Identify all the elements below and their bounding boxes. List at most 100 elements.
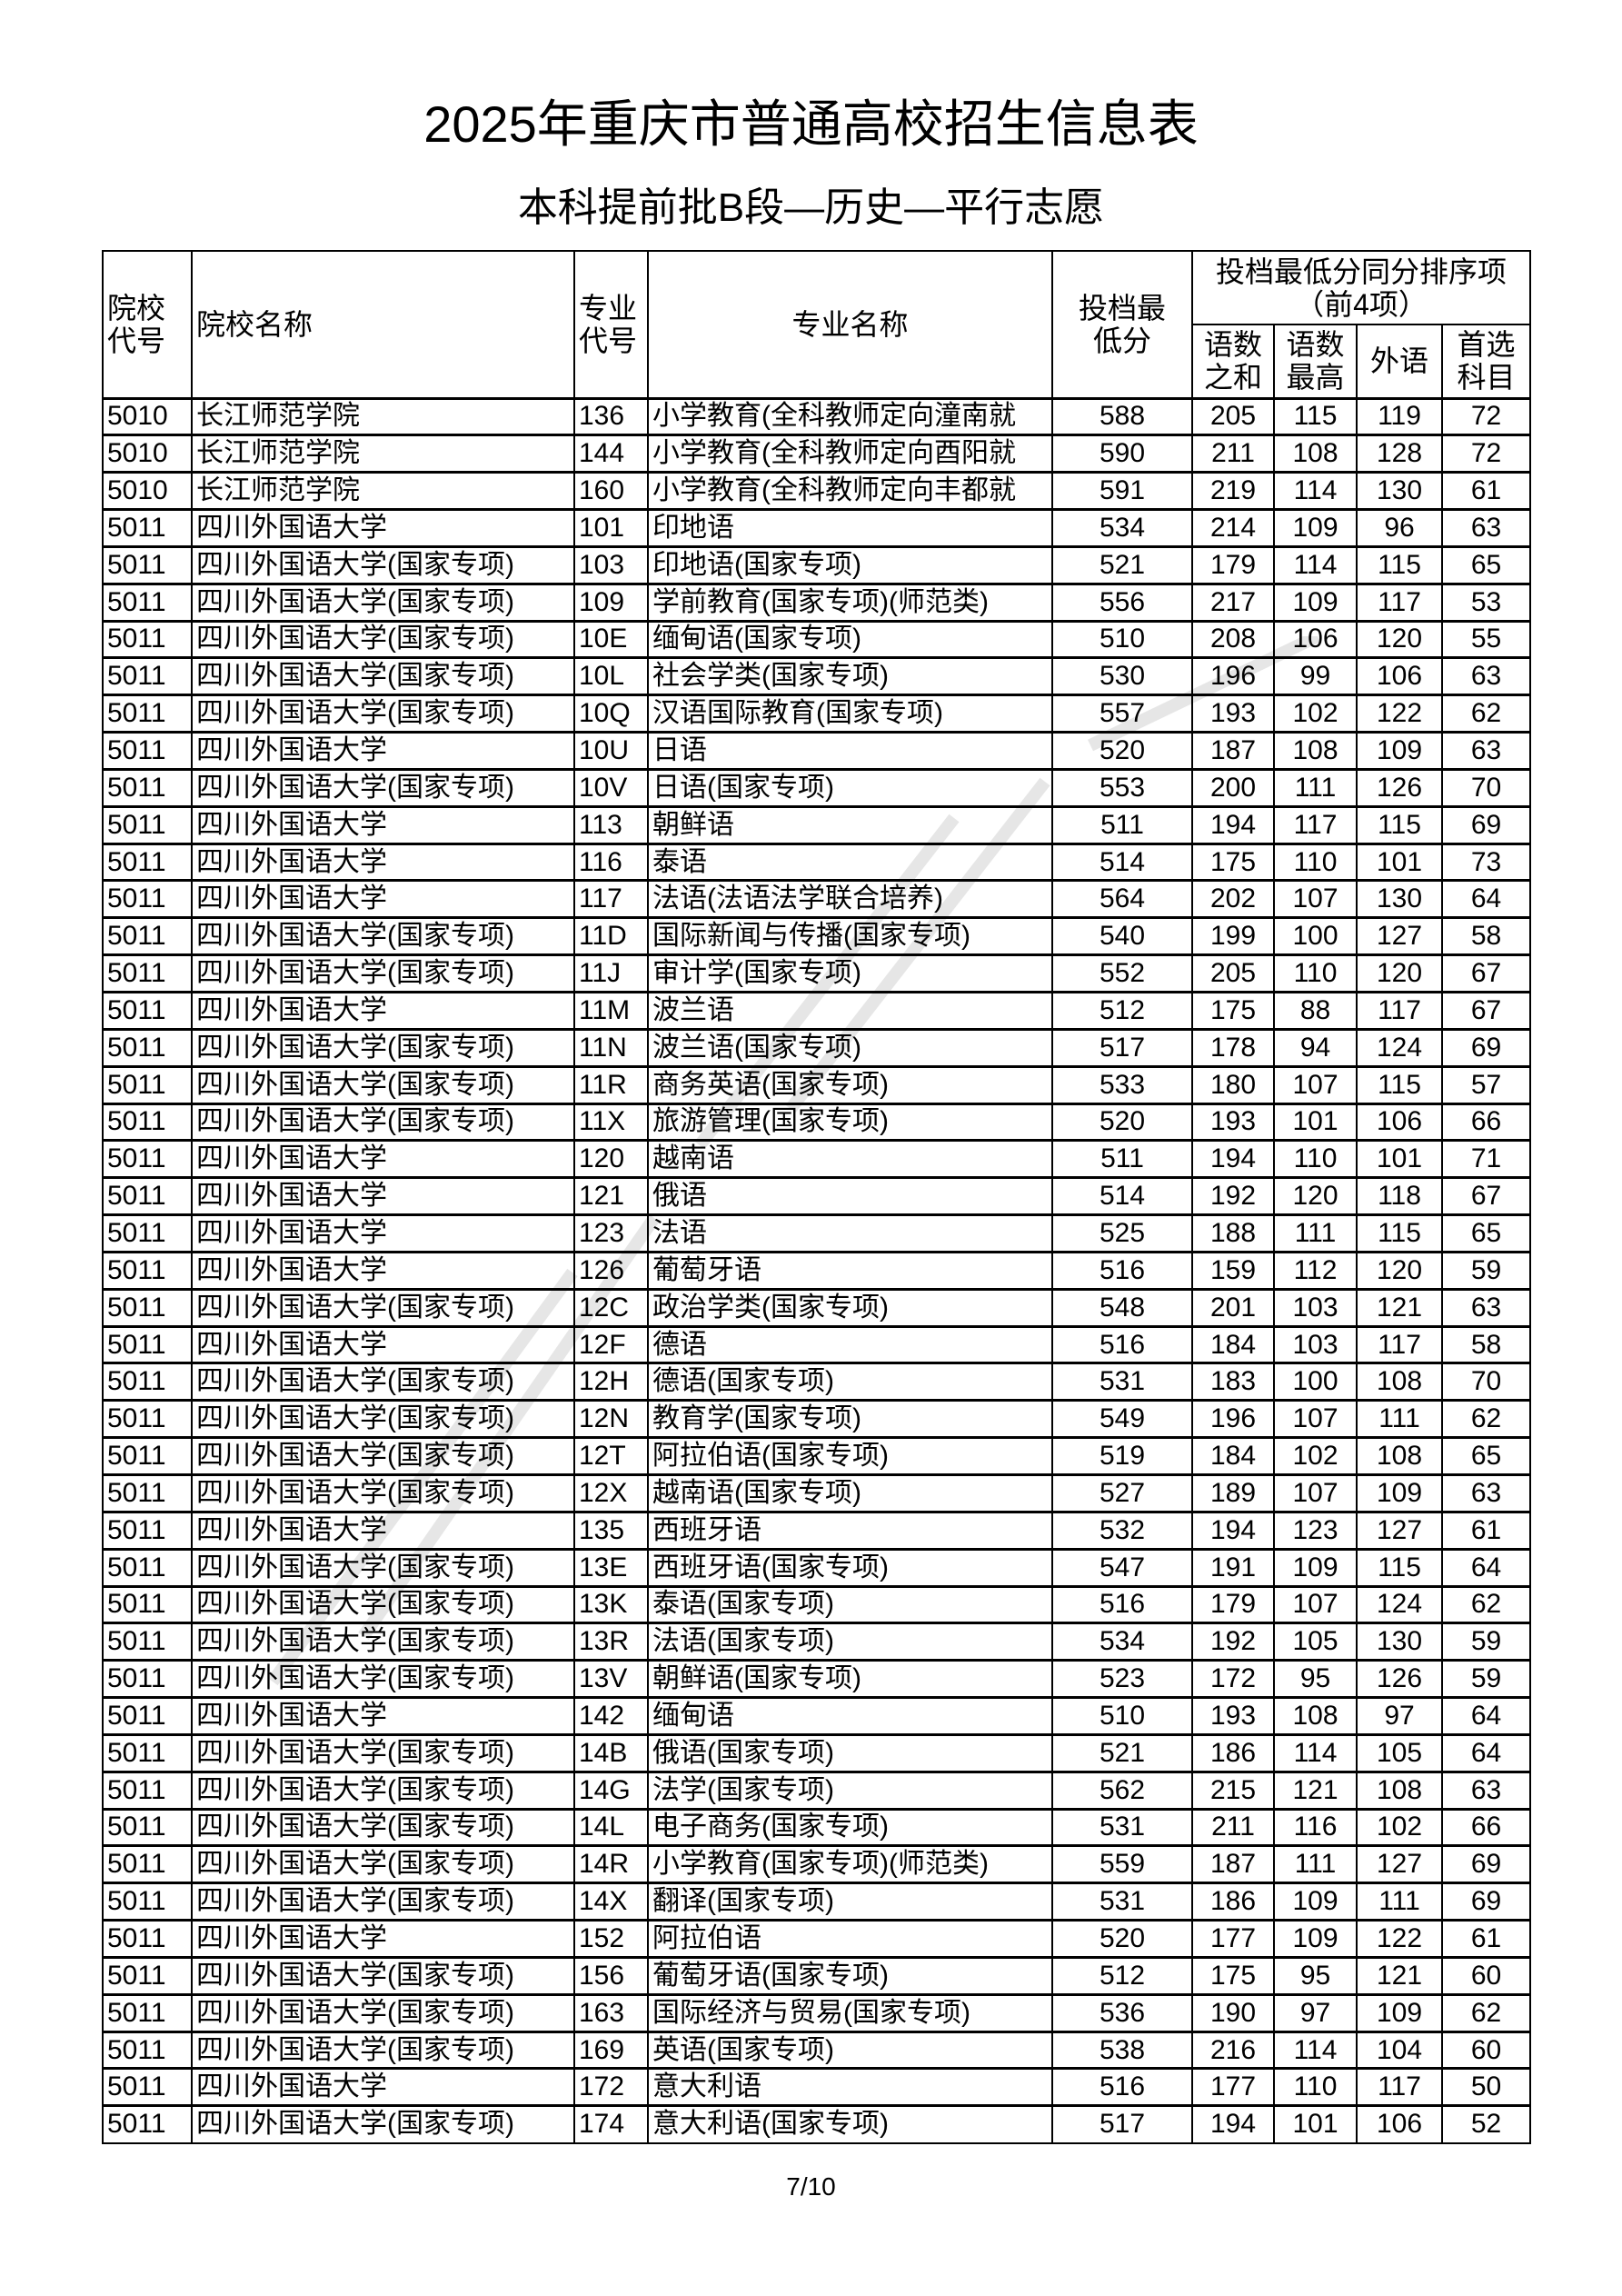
table-row: 5010 长江师范学院 160 小学教育(全科教师定向丰都就 591 219 114 130 6… xyxy=(102,471,1531,511)
cell-major-code: 144 xyxy=(573,434,649,474)
cell-major-code: 10L xyxy=(573,656,649,696)
cell-tiebreak-foreign: 117 xyxy=(1356,991,1443,1031)
cell-major-name: 法语(法语法学联合培养) xyxy=(647,879,1053,919)
table-row: 5011 四川外国语大学 172 意大利语 516 177 110 117 50 xyxy=(102,2067,1531,2107)
cell-tiebreak-max: 107 xyxy=(1273,1064,1358,1105)
cell-tiebreak-first: 60 xyxy=(1441,2030,1531,2070)
cell-major-code: 12C xyxy=(573,1287,649,1328)
cell-school-code: 5010 xyxy=(102,434,193,474)
cell-tiebreak-max: 117 xyxy=(1273,804,1358,845)
cell-school-name: 四川外国语大学(国家专项) xyxy=(191,694,575,734)
cell-tiebreak-foreign: 97 xyxy=(1356,1696,1443,1736)
cell-school-name: 四川外国语大学 xyxy=(191,1696,575,1736)
cell-tiebreak-max: 102 xyxy=(1273,694,1358,734)
cell-tiebreak-foreign: 109 xyxy=(1356,731,1443,771)
cell-tiebreak-max: 95 xyxy=(1273,1659,1358,1699)
cell-tiebreak-foreign: 130 xyxy=(1356,879,1443,919)
cell-tiebreak-sum: 183 xyxy=(1191,1362,1275,1402)
cell-tiebreak-foreign: 115 xyxy=(1356,544,1443,585)
cell-major-code: 103 xyxy=(573,544,649,585)
cell-tiebreak-sum: 159 xyxy=(1191,1250,1275,1291)
cell-min-score: 516 xyxy=(1051,1250,1193,1291)
cell-school-name: 长江师范学院 xyxy=(191,434,575,474)
cell-min-score: 527 xyxy=(1051,1472,1193,1513)
cell-tiebreak-foreign: 127 xyxy=(1356,1510,1443,1551)
cell-major-code: 14B xyxy=(573,1732,649,1773)
cell-major-code: 11X xyxy=(573,1102,649,1142)
cell-school-name: 四川外国语大学(国家专项) xyxy=(191,1844,575,1884)
cell-school-name: 四川外国语大学(国家专项) xyxy=(191,619,575,659)
cell-major-code: 10E xyxy=(573,619,649,659)
cell-major-name: 翻译(国家专项) xyxy=(647,1882,1053,1922)
cell-min-score: 520 xyxy=(1051,1919,1193,1959)
table-row: 5011 四川外国语大学(国家专项) 10V 日语(国家专项) 553 200 111 126… xyxy=(102,767,1531,808)
cell-min-score: 538 xyxy=(1051,2030,1193,2070)
cell-tiebreak-max: 100 xyxy=(1273,916,1358,956)
cell-school-code: 5011 xyxy=(102,1102,193,1142)
cell-school-code: 5011 xyxy=(102,1213,193,1253)
cell-tiebreak-first: 67 xyxy=(1441,991,1531,1031)
cell-major-code: 126 xyxy=(573,1250,649,1291)
cell-min-score: 516 xyxy=(1051,2067,1193,2107)
cell-min-score: 556 xyxy=(1051,582,1193,623)
cell-major-code: 14X xyxy=(573,1882,649,1922)
cell-tiebreak-sum: 194 xyxy=(1191,1139,1275,1179)
cell-tiebreak-foreign: 96 xyxy=(1356,508,1443,548)
cell-school-name: 四川外国语大学(国家专项) xyxy=(191,582,575,623)
cell-school-name: 四川外国语大学(国家专项) xyxy=(191,1955,575,1996)
header-major-name: 专业名称 xyxy=(647,250,1053,399)
cell-tiebreak-first: 64 xyxy=(1441,1696,1531,1736)
cell-min-score: 562 xyxy=(1051,1770,1193,1811)
cell-tiebreak-first: 59 xyxy=(1441,1250,1531,1291)
cell-school-name: 四川外国语大学(国家专项) xyxy=(191,1732,575,1773)
cell-tiebreak-sum: 219 xyxy=(1191,471,1275,511)
table-row: 5011 四川外国语大学 116 泰语 514 175 110 101 73 xyxy=(102,842,1531,882)
cell-tiebreak-max: 109 xyxy=(1273,508,1358,548)
table-row: 5011 四川外国语大学 113 朝鲜语 511 194 117 115 69 xyxy=(102,804,1531,845)
cell-tiebreak-max: 120 xyxy=(1273,1176,1358,1216)
cell-school-code: 5011 xyxy=(102,1844,193,1884)
cell-school-name: 四川外国语大学(国家专项) xyxy=(191,1287,575,1328)
cell-tiebreak-sum: 192 xyxy=(1191,1622,1275,1662)
table-row: 5011 四川外国语大学(国家专项) 12T 阿拉伯语(国家专项) 519 184 102 1… xyxy=(102,1436,1531,1476)
cell-major-name: 波兰语 xyxy=(647,991,1053,1031)
cell-tiebreak-max: 111 xyxy=(1273,1844,1358,1884)
cell-school-code: 5011 xyxy=(102,1510,193,1551)
cell-school-code: 5011 xyxy=(102,1584,193,1624)
cell-school-name: 四川外国语大学 xyxy=(191,1250,575,1291)
cell-school-code: 5011 xyxy=(102,1139,193,1179)
cell-min-score: 511 xyxy=(1051,1139,1193,1179)
cell-tiebreak-max: 107 xyxy=(1273,1472,1358,1513)
cell-tiebreak-sum: 177 xyxy=(1191,2067,1275,2107)
cell-major-name: 政治学类(国家专项) xyxy=(647,1287,1053,1328)
cell-tiebreak-max: 111 xyxy=(1273,767,1358,808)
table-row: 5011 四川外国语大学(国家专项) 14G 法学(国家专项) 562 215 121 108… xyxy=(102,1770,1531,1811)
cell-major-name: 西班牙语 xyxy=(647,1510,1053,1551)
cell-major-code: 12T xyxy=(573,1436,649,1476)
cell-major-name: 缅甸语(国家专项) xyxy=(647,619,1053,659)
cell-tiebreak-foreign: 104 xyxy=(1356,2030,1443,2070)
cell-tiebreak-sum: 205 xyxy=(1191,396,1275,436)
header-min-score: 投档最低分 xyxy=(1051,250,1193,399)
document-title: 2025年重庆市普通高校招生信息表 xyxy=(423,95,1199,153)
cell-major-code: 14L xyxy=(573,1807,649,1847)
cell-major-code: 101 xyxy=(573,508,649,548)
header-tiebreak-sum: 语数之和 xyxy=(1191,324,1275,399)
cell-tiebreak-sum: 214 xyxy=(1191,508,1275,548)
cell-major-name: 意大利语 xyxy=(647,2067,1053,2107)
cell-major-name: 越南语 xyxy=(647,1139,1053,1179)
cell-major-name: 小学教育(全科教师定向酉阳就 xyxy=(647,434,1053,474)
cell-min-score: 552 xyxy=(1051,953,1193,993)
cell-school-code: 5011 xyxy=(102,1287,193,1328)
cell-tiebreak-sum: 184 xyxy=(1191,1436,1275,1476)
table-row: 5011 四川外国语大学 126 葡萄牙语 516 159 112 120 59 xyxy=(102,1250,1531,1291)
table-row: 5010 长江师范学院 144 小学教育(全科教师定向酉阳就 590 211 108 128 7… xyxy=(102,434,1531,474)
table-row: 5010 长江师范学院 136 小学教育(全科教师定向潼南就 588 205 115 119 7… xyxy=(102,396,1531,436)
cell-tiebreak-foreign: 122 xyxy=(1356,694,1443,734)
cell-min-score: 534 xyxy=(1051,508,1193,548)
cell-school-code: 5011 xyxy=(102,1732,193,1773)
document-subtitle: 本科提前批B段—历史—平行志愿 xyxy=(517,185,1105,230)
cell-tiebreak-first: 60 xyxy=(1441,1955,1531,1996)
cell-major-name: 越南语(国家专项) xyxy=(647,1472,1053,1513)
cell-tiebreak-max: 109 xyxy=(1273,582,1358,623)
